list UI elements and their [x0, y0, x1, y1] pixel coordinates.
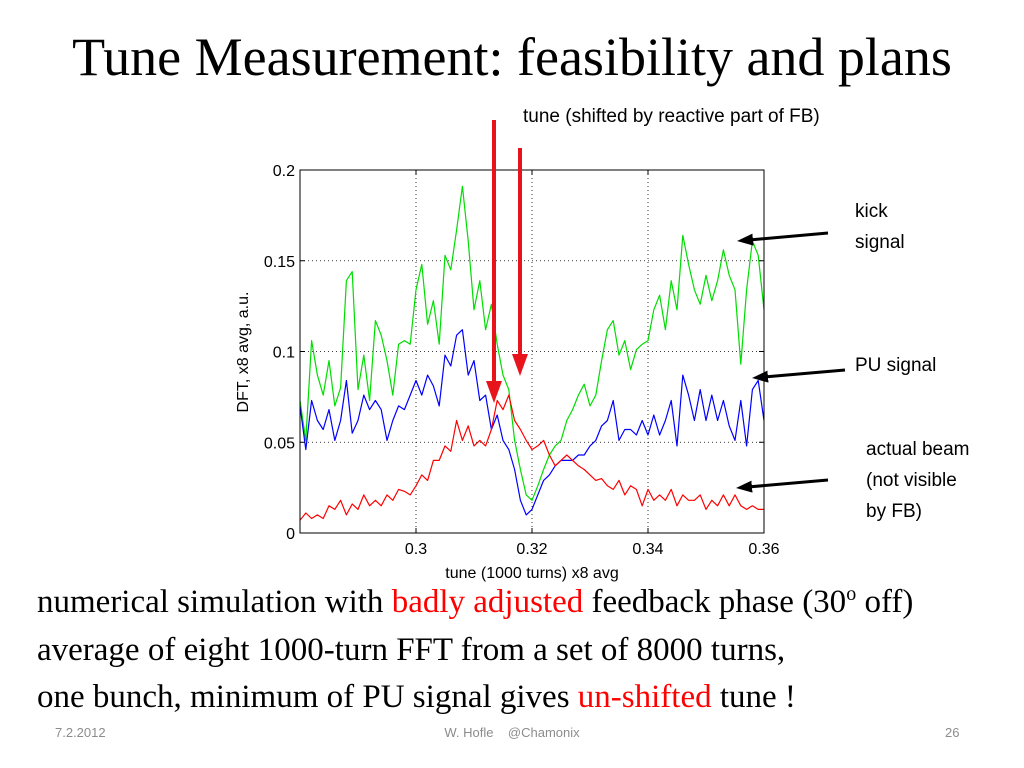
kick-signal-label-line: signal	[855, 232, 905, 253]
body-line-1-start: numerical simulation with	[37, 584, 392, 620]
body-line-3-start: one bunch, minimum of PU signal gives	[37, 679, 578, 715]
series-layer	[300, 185, 764, 521]
slide-title: Tune Measurement: feasibility and plans	[72, 27, 952, 87]
tick-label-layer: 0.3 0.32 0.34 0.36 0 0.05 0.1 0.15 0.2	[264, 163, 780, 558]
kick-signal-arrow	[737, 231, 829, 246]
footer-page-number: 26	[945, 725, 960, 740]
x-tick-label: 0.3	[405, 541, 427, 558]
y-axis-label: DFT, x8 avg, a.u.	[235, 292, 252, 413]
actual-beam-arrow	[736, 478, 829, 493]
body-line-1-middle: feedback phase (30	[583, 584, 847, 620]
x-tick-label: 0.34	[632, 541, 663, 558]
y-tick-label: 0	[286, 526, 295, 543]
tune-annotation: tune (shifted by reactive part of FB)	[523, 106, 820, 127]
actual-beam-label-line: by FB)	[866, 501, 922, 522]
footer-author: W. Hofle @Chamonix	[444, 725, 580, 740]
kick-signal-label: kick signal	[855, 196, 905, 258]
body-line-1: numerical simulation with badly adjusted…	[37, 582, 913, 622]
body-line-1-end: off)	[856, 584, 914, 620]
body-line-3-end: tune !	[711, 679, 796, 715]
grid-layer	[300, 170, 764, 533]
actual-beam-label-line: actual beam	[866, 439, 970, 460]
kick-signal-label-line: kick	[855, 201, 888, 222]
pu-signal-arrow	[752, 368, 846, 383]
x-axis-label: tune (1000 turns) x8 avg	[445, 565, 618, 582]
x-tick-label: 0.36	[748, 541, 779, 558]
x-tick-label: 0.32	[516, 541, 547, 558]
y-tick-label: 0.2	[273, 163, 295, 180]
footer-date: 7.2.2012	[55, 725, 106, 740]
actual-beam-label-line: (not visible	[866, 470, 957, 491]
degree-superscript: o	[846, 583, 857, 605]
badly-adjusted-highlight: badly adjusted	[391, 584, 584, 620]
series-line-pu-signal	[300, 329, 764, 516]
y-tick-label: 0.05	[264, 435, 295, 452]
y-tick-label: 0.1	[273, 345, 295, 362]
y-tick-label: 0.15	[264, 254, 295, 271]
series-line-actual-beam	[300, 394, 764, 521]
series-line-kick-signal	[300, 185, 764, 501]
pu-signal-label-line: PU signal	[855, 355, 937, 376]
un-shifted-highlight: un-shifted	[577, 679, 712, 715]
pu-signal-label: PU signal	[855, 350, 936, 381]
body-line-3: one bunch, minimum of PU signal gives un…	[37, 677, 796, 717]
actual-beam-label: actual beam (not visible by FB)	[866, 434, 970, 527]
body-line-2: average of eight 1000-turn FFT from a se…	[37, 632, 786, 668]
tick-layer	[300, 169, 765, 534]
tune-spectrum-chart: 0.3 0.32 0.34 0.36 0 0.05 0.1 0.15 0.2 tune (100…	[235, 120, 846, 582]
